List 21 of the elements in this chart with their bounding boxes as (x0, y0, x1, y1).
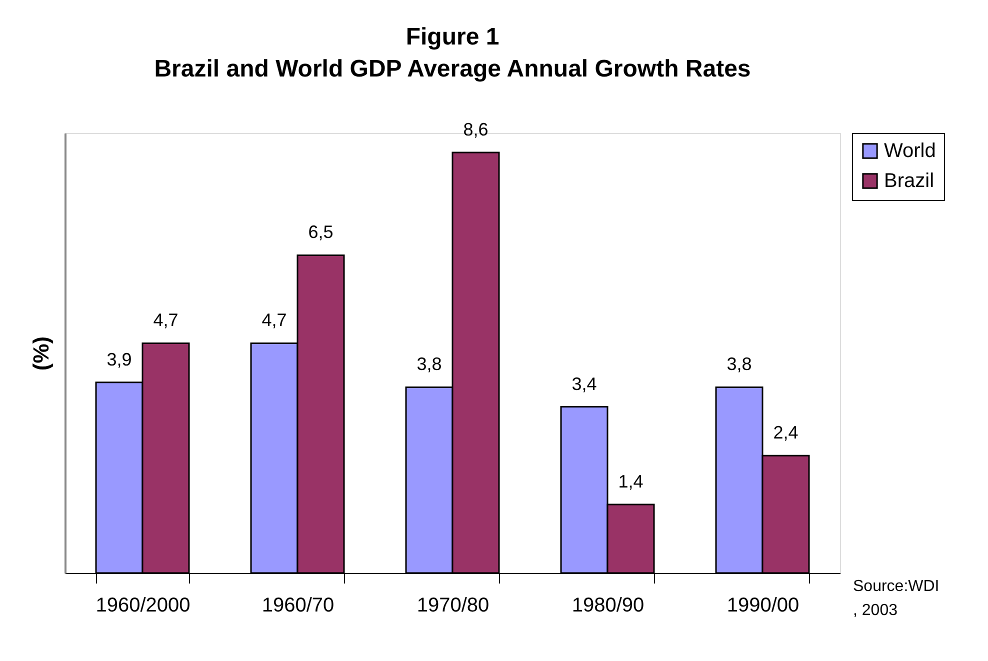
data-label: 8,6 (463, 120, 488, 140)
data-label: 2,4 (773, 422, 798, 443)
source-note: Source:WDI , 2003 (853, 578, 940, 619)
legend-label: World (884, 140, 936, 162)
legend-label: Brazil (884, 170, 934, 192)
x-tick-label: 1970/80 (416, 594, 490, 616)
data-label: 3,9 (106, 349, 132, 370)
chart-title: Figure 1 (406, 24, 500, 51)
chart-subtitle: Brazil and World GDP Average Annual Growth Rates (154, 56, 751, 83)
x-tick-label: 1960/2000 (96, 594, 190, 616)
data-label: 3,8 (726, 354, 752, 374)
x-tick-label: 1980/90 (572, 594, 644, 616)
data-label: 6,5 (308, 222, 334, 242)
y-axis-title: (%) (28, 336, 54, 371)
x-tick-label: 1960/70 (262, 594, 334, 616)
data-label: 4,7 (262, 310, 287, 330)
data-label: 3,4 (572, 374, 597, 394)
data-label: 1,4 (618, 472, 644, 492)
data-label: 4,7 (153, 310, 178, 330)
data-label: 3,8 (416, 354, 442, 374)
x-tick-label: 1990/00 (726, 594, 800, 616)
